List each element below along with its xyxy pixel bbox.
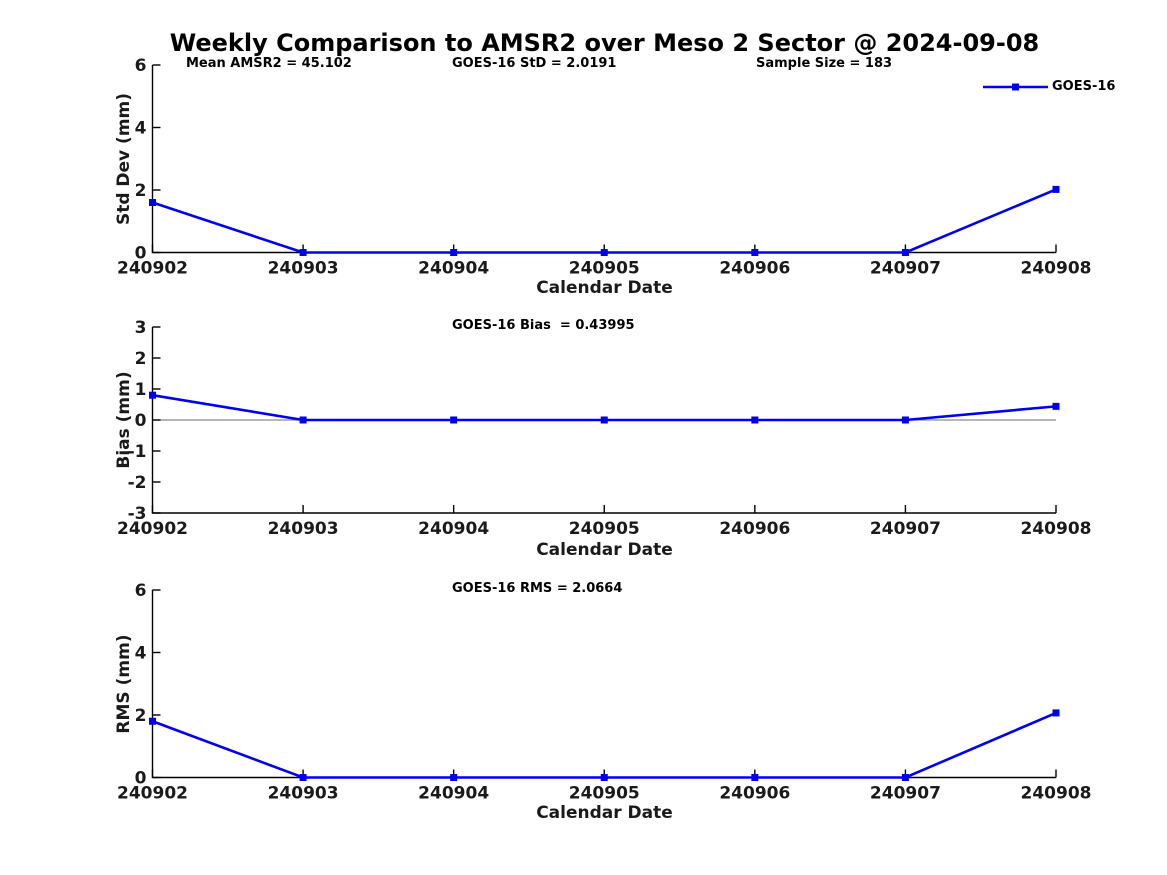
x-tick-label: 240907 [870, 519, 941, 539]
figure-title: Weekly Comparison to AMSR2 over Meso 2 S… [169, 29, 1040, 57]
data-line [152, 188, 1057, 254]
x-tick-label: 240902 [117, 784, 188, 804]
data-point-marker [751, 774, 759, 781]
y-tick-label: 2 [135, 181, 147, 201]
y-tick-label: 2 [135, 349, 147, 369]
data-point-marker [600, 416, 608, 424]
data-point-marker [1052, 709, 1060, 717]
x-tick-label: 240904 [418, 784, 489, 804]
annotation-goes16-std: GOES-16 StD = 2.0191 [452, 56, 617, 71]
x-axis-label-middle: Calendar Date [536, 540, 673, 560]
annotation-sample-size: Sample Size = 183 [756, 56, 893, 71]
axes-frame [151, 590, 1056, 779]
y-tick-label: 6 [135, 581, 147, 601]
data-point-marker [149, 199, 156, 206]
x-tick-label: 240905 [569, 519, 640, 539]
legend-marker [1012, 83, 1019, 91]
y-tick-label: 0 [135, 769, 147, 789]
data-point-marker [901, 249, 909, 256]
legend-label-goes16: GOES-16 [1052, 79, 1116, 94]
y-tick-label: 6 [135, 56, 147, 76]
x-tick-label: 240902 [117, 259, 188, 279]
x-tick-label: 240906 [719, 519, 790, 539]
data-point-marker [901, 416, 909, 424]
x-tick-label: 240902 [117, 519, 188, 539]
x-tick-label: 240906 [719, 259, 790, 279]
x-tick-label: 240904 [418, 259, 489, 279]
x-tick-label: 240908 [1021, 784, 1092, 804]
annotation-mean-amsr2: Mean AMSR2 = 45.102 [186, 56, 352, 71]
x-tick-label: 240907 [870, 784, 941, 804]
x-axis-label-top: Calendar Date [536, 278, 673, 298]
annotation-goes16-bias: GOES-16 Bias = 0.43995 [452, 318, 635, 333]
y-tick-label: 1 [135, 380, 147, 400]
data-point-marker [1052, 402, 1060, 410]
x-tick-label: 240907 [870, 259, 941, 279]
x-axis-label-bottom: Calendar Date [536, 803, 673, 823]
y-axis-label-rms: RMS (mm) [114, 634, 134, 734]
x-tick-label: 240905 [569, 259, 640, 279]
data-point-marker [600, 249, 608, 256]
data-point-marker [751, 249, 759, 256]
x-tick-label: 240903 [268, 519, 339, 539]
data-point-marker [1052, 185, 1060, 193]
data-line [152, 711, 1057, 779]
y-tick-label: -3 [128, 504, 147, 524]
y-tick-label: 4 [135, 644, 147, 664]
y-tick-label: -2 [128, 473, 147, 493]
y-tick-label: 4 [135, 119, 147, 139]
x-tick-label: 240908 [1021, 259, 1092, 279]
y-tick-label: 0 [135, 244, 147, 264]
data-point-marker [600, 774, 608, 781]
axes-frame [151, 65, 1056, 254]
data-point-marker [299, 416, 307, 424]
data-point-marker [751, 416, 759, 424]
x-tick-label: 240904 [418, 519, 489, 539]
data-point-marker [901, 774, 909, 781]
data-point-marker [450, 774, 458, 781]
x-tick-label: 240905 [569, 784, 640, 804]
data-point-marker [450, 416, 458, 424]
y-axis-label-bias: Bias (mm) [114, 371, 134, 469]
data-line [152, 393, 1057, 422]
data-point-marker [299, 774, 307, 781]
x-tick-label: 240906 [719, 784, 790, 804]
data-point-marker [450, 249, 458, 256]
y-axis-label-stddev: Std Dev (mm) [114, 92, 134, 226]
y-tick-label: 3 [135, 318, 147, 338]
x-tick-label: 240903 [268, 259, 339, 279]
data-point-marker [149, 717, 156, 725]
y-tick-label: 0 [135, 411, 147, 431]
data-point-marker [149, 391, 156, 399]
y-tick-label: -1 [128, 442, 147, 462]
annotation-goes16-rms: GOES-16 RMS = 2.0664 [452, 581, 623, 596]
x-tick-label: 240903 [268, 784, 339, 804]
y-tick-label: 2 [135, 706, 147, 726]
x-tick-label: 240908 [1021, 519, 1092, 539]
data-point-marker [299, 249, 307, 256]
